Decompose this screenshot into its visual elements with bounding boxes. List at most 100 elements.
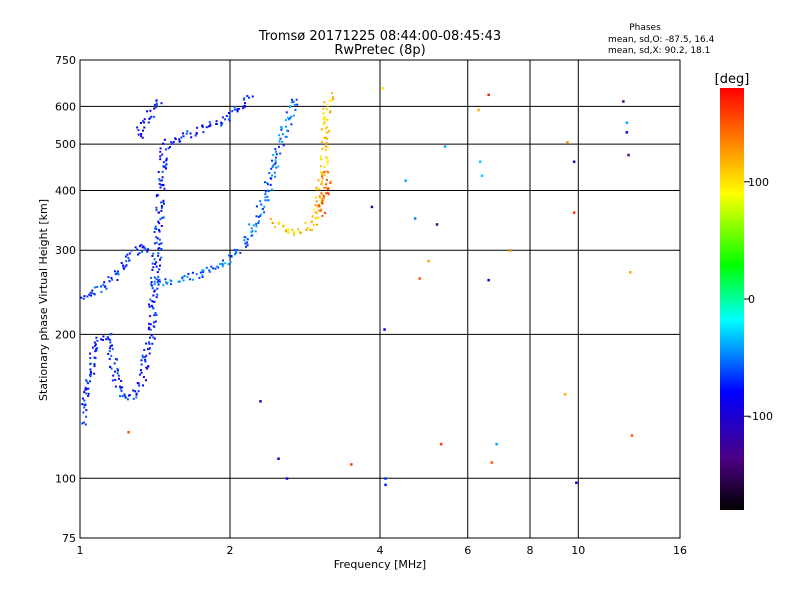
trace-point: [251, 229, 254, 232]
trace-point: [315, 186, 318, 189]
trace-point: [321, 180, 324, 183]
trace-point: [221, 263, 224, 266]
trace-point: [245, 245, 247, 248]
trace-point: [158, 247, 161, 249]
trace-point: [147, 348, 149, 351]
trace-point: [142, 120, 145, 123]
trace-point: [159, 155, 162, 158]
trace-point: [112, 374, 115, 377]
trace-point: [155, 265, 158, 268]
trace-point: [323, 170, 326, 173]
scatter-point: [443, 145, 447, 148]
trace-point: [315, 196, 318, 199]
trace-point: [323, 118, 326, 121]
trace-point: [154, 320, 157, 323]
trace-point: [267, 190, 270, 193]
trace-point: [162, 201, 165, 204]
trace-point: [205, 266, 208, 269]
trace-point: [160, 102, 163, 105]
trace-point: [277, 222, 280, 225]
trace-point: [135, 392, 138, 395]
x-tick-label: 16: [673, 544, 687, 557]
trace-point: [96, 286, 99, 288]
trace-point: [281, 133, 284, 136]
trace-point: [154, 227, 157, 230]
trace-point: [152, 325, 155, 328]
trace-point: [278, 221, 281, 224]
trace-point: [123, 394, 126, 397]
trace-point: [251, 95, 254, 98]
y-tick-label: 75: [62, 532, 76, 545]
trace-point: [182, 135, 185, 138]
y-tick-labels: 75 100 200 300 400 500 600 750: [55, 54, 76, 545]
trace-point: [141, 354, 144, 357]
trace-point: [266, 182, 269, 185]
trace-point: [275, 150, 277, 153]
trace-point: [155, 99, 158, 102]
trace-point: [189, 132, 192, 135]
trace-point: [84, 386, 87, 389]
trace-point: [282, 144, 285, 147]
trace-point: [107, 276, 110, 279]
trace-point: [321, 182, 323, 185]
x-tick-labels: 1 2 4 6 8 10 16: [77, 544, 688, 557]
trace-point: [89, 375, 92, 378]
trace-point: [151, 306, 154, 309]
trace-point: [246, 238, 249, 241]
trace-point: [264, 181, 266, 184]
trace-point: [260, 213, 263, 216]
trace-point: [155, 206, 158, 209]
trace-point: [215, 265, 218, 268]
trace-point: [117, 374, 120, 377]
trace-point: [137, 129, 140, 132]
trace-point: [233, 249, 236, 252]
trace-point: [187, 272, 190, 275]
trace-point: [314, 211, 317, 214]
trace-point: [150, 334, 153, 337]
trace-point: [326, 157, 329, 160]
trace-point: [159, 158, 162, 161]
trace-point: [326, 126, 329, 129]
trace-point: [156, 271, 159, 274]
colorbar-label: [deg]: [715, 72, 750, 87]
trace-point: [239, 252, 242, 254]
trace-point: [122, 266, 125, 269]
trace-point: [153, 337, 156, 340]
trace-point: [210, 265, 213, 268]
trace-point: [231, 110, 234, 113]
trace-point: [120, 380, 123, 382]
trace-point: [326, 104, 329, 107]
trace-point: [329, 181, 332, 184]
trace-point: [202, 131, 205, 134]
trace-point: [123, 267, 125, 270]
trace-point: [153, 231, 156, 233]
trace-point: [118, 377, 120, 380]
trace-point: [155, 195, 158, 198]
trace-point: [319, 210, 322, 212]
trace-point: [84, 403, 87, 406]
trace-point: [319, 155, 322, 158]
scatter-point: [509, 249, 512, 252]
trace-point: [324, 211, 327, 214]
trace-point: [201, 274, 204, 277]
trace-point: [242, 105, 245, 108]
trace-point: [182, 132, 184, 135]
trace-point: [164, 278, 167, 281]
trace-point: [183, 275, 186, 277]
trace-point: [191, 278, 194, 281]
trace-point: [136, 248, 139, 251]
trace-point: [323, 174, 326, 177]
trace-point: [329, 180, 332, 183]
trace-point: [153, 321, 155, 324]
trace-point: [237, 107, 240, 110]
scatter-point: [383, 328, 386, 331]
trace-point: [323, 165, 326, 168]
trace-point: [120, 389, 123, 392]
trace-point: [220, 124, 223, 127]
trace-point: [258, 220, 260, 223]
trace-point: [141, 136, 144, 139]
trace-point: [278, 140, 281, 143]
trace-point: [91, 289, 94, 292]
trace-point: [128, 259, 130, 262]
x-tick-label: 6: [464, 544, 471, 557]
